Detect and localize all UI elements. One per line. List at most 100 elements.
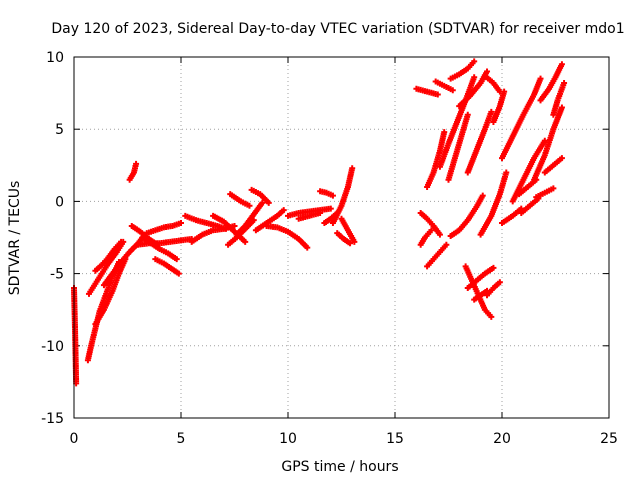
- data-point-marker: [441, 129, 448, 136]
- tick-labels: 0 5 10 15 20 25 -15 -10 -5 0 5 10: [41, 50, 618, 447]
- data-point-marker: [561, 79, 568, 86]
- series-s44: [481, 72, 503, 95]
- data-point-marker: [175, 270, 182, 277]
- data-point-marker: [347, 240, 354, 247]
- series-s1: [71, 285, 80, 387]
- series-s18: [227, 191, 253, 209]
- series-s21: [263, 222, 311, 251]
- series-s28: [338, 215, 358, 245]
- data-point-marker: [490, 264, 497, 271]
- data-point-marker: [503, 169, 510, 176]
- data-point-marker: [484, 68, 491, 75]
- series-s47: [484, 279, 503, 299]
- series-s54: [541, 155, 565, 176]
- data-point-marker: [488, 108, 495, 115]
- series-s34: [436, 74, 478, 170]
- data-point-marker: [434, 91, 441, 98]
- data-point-marker: [471, 58, 478, 65]
- data-point-marker: [471, 74, 478, 81]
- series-s23: [295, 209, 324, 222]
- series-s49: [499, 75, 544, 162]
- series-s12: [143, 220, 184, 237]
- series-s35: [432, 78, 456, 94]
- data-point-marker: [327, 205, 334, 212]
- data-point-marker: [428, 227, 435, 234]
- data-point-marker: [436, 231, 443, 238]
- series-s53: [537, 61, 565, 104]
- data-point-marker: [317, 209, 324, 216]
- series-s31: [417, 227, 435, 248]
- series-s46: [490, 88, 508, 125]
- data-point-marker: [265, 199, 272, 206]
- series-s57: [518, 195, 542, 216]
- data-point-marker: [558, 61, 565, 68]
- data-point-marker: [178, 220, 184, 227]
- data-point-marker: [443, 241, 450, 248]
- series-s10: [139, 234, 180, 263]
- data-point-marker: [259, 199, 266, 206]
- x-tick-label: 25: [600, 431, 618, 447]
- data-point-marker: [304, 244, 311, 251]
- data-point-marker: [280, 207, 287, 214]
- x-tick-label: 20: [493, 431, 511, 447]
- data-point-marker: [550, 185, 557, 192]
- data-point-marker: [501, 88, 508, 95]
- data-point-marker: [329, 192, 336, 199]
- series-s38: [447, 58, 478, 82]
- data-point-marker: [558, 155, 565, 162]
- series-s14: [182, 212, 229, 232]
- y-tick-label: -15: [41, 411, 64, 427]
- series-s25: [317, 188, 336, 199]
- y-tick-label: -10: [41, 339, 64, 355]
- series-s29: [413, 85, 441, 98]
- series-s37: [447, 192, 486, 240]
- x-tick-label: 5: [177, 431, 186, 447]
- series-s20: [252, 207, 287, 234]
- data-point-marker: [496, 279, 503, 286]
- data-point-marker: [479, 192, 486, 199]
- data-point-marker: [535, 195, 542, 202]
- series-s13: [188, 222, 238, 245]
- data-point-marker: [558, 104, 565, 111]
- x-tick-label: 15: [386, 431, 404, 447]
- plot-frame: [73, 56, 610, 419]
- data-point-marker: [464, 111, 471, 118]
- data-point-marker: [231, 222, 238, 229]
- data-point-marker: [488, 313, 495, 320]
- data-point-marker: [118, 238, 125, 245]
- series-s32: [424, 241, 450, 270]
- data-point-marker: [242, 238, 249, 245]
- data-points: [71, 58, 568, 387]
- data-point-marker: [173, 256, 180, 263]
- chart-title: Day 120 of 2023, Sidereal Day-to-day VTE…: [51, 21, 624, 37]
- x-tick-label: 10: [279, 431, 297, 447]
- data-point-marker: [351, 238, 358, 245]
- data-point-marker: [449, 87, 456, 94]
- series-s17: [233, 199, 266, 238]
- series-s15: [210, 212, 249, 245]
- series-s45: [477, 169, 510, 238]
- series-s7: [126, 160, 140, 183]
- series-s42: [464, 264, 497, 292]
- series-s36: [445, 111, 471, 183]
- series-s48: [499, 205, 525, 227]
- series-s40: [464, 108, 495, 176]
- data-point-marker: [133, 160, 140, 167]
- data-point-marker: [349, 165, 356, 172]
- series-s19: [248, 186, 272, 206]
- x-axis-label: GPS time / hours: [281, 459, 398, 475]
- y-axis-label: SDTVAR / TECUs: [7, 181, 23, 296]
- data-point-marker: [246, 202, 253, 209]
- y-tick-label: 0: [55, 194, 64, 210]
- series-s5: [92, 238, 125, 274]
- x-tick-label: 0: [70, 431, 79, 447]
- y-tick-label: -5: [50, 267, 64, 283]
- series-s27: [334, 230, 354, 247]
- series-s52: [531, 104, 565, 183]
- series-s11: [152, 256, 182, 277]
- series-s26: [329, 165, 356, 227]
- y-tick-label: 10: [46, 50, 64, 66]
- series-s56: [550, 79, 568, 118]
- data-point-marker: [537, 75, 544, 82]
